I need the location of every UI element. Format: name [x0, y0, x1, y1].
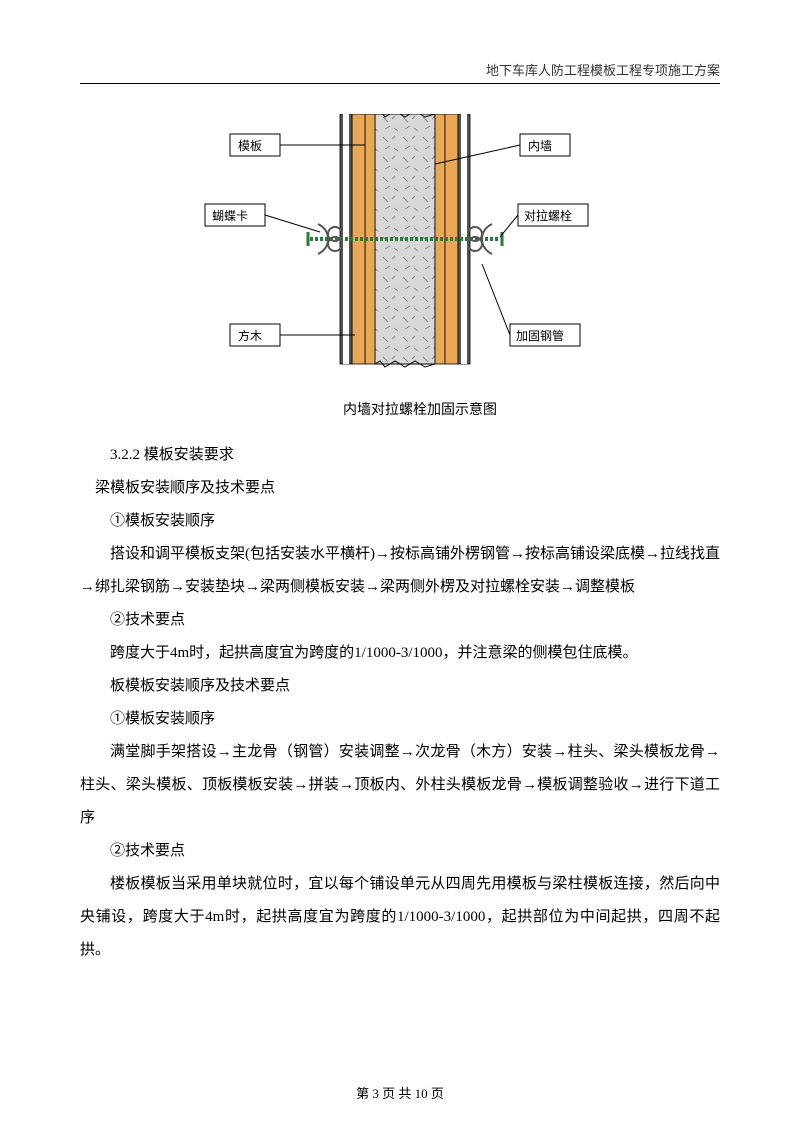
label-pipe-text: 加固钢管: [516, 328, 564, 343]
step3-title: ①模板安装顺序: [80, 703, 720, 736]
beam-title: 梁模板安装顺序及技术要点: [80, 472, 720, 505]
butterfly-clip-right: [468, 224, 492, 254]
section-number: 3.2.2 模板安装要求: [80, 439, 720, 472]
step2-title: ②技术要点: [80, 604, 720, 637]
header-title: 地下车库人防工程模板工程专项施工方案: [486, 63, 720, 78]
label-wood-text: 方木: [238, 328, 262, 343]
page-footer: 第 3 页 共 10 页: [0, 1083, 800, 1102]
slab-title: 板模板安装顺序及技术要点: [80, 670, 720, 703]
page-number: 第 3 页 共 10 页: [356, 1086, 444, 1101]
step2-text: 跨度大于4m时，起拱高度宜为跨度的1/1000-3/1000，并注意梁的侧模包住…: [80, 637, 720, 670]
label-template-text: 模板: [238, 139, 262, 153]
label-tiebolt-text: 对拉螺栓: [524, 208, 572, 223]
label-butterfly-text: 蝴蝶卡: [212, 208, 248, 223]
diagram-container: 模板 内墙 蝴蝶卡 对拉螺栓 方木 加固钢管: [80, 114, 720, 384]
step1-title: ①模板安装顺序: [80, 505, 720, 538]
square-wood-left: [352, 114, 365, 364]
content-body: 3.2.2 模板安装要求 梁模板安装顺序及技术要点 ①模板安装顺序 搭设和调平模…: [80, 439, 720, 967]
step4-title: ②技术要点: [80, 835, 720, 868]
diagram-caption: 内墙对拉螺栓加固示意图: [120, 399, 720, 419]
step4-text: 楼板模板当采用单块就位时，宜以每个铺设单元从四周先用模板与梁柱模板连接，然后向中…: [80, 868, 720, 967]
step3-text: 满堂脚手架搭设→主龙骨（钢管）安装调整→次龙骨（木方）安装→柱头、梁头模板龙骨→…: [80, 736, 720, 835]
wall-diagram: 模板 内墙 蝴蝶卡 对拉螺栓 方木 加固钢管: [200, 114, 600, 384]
step1-text: 搭设和调平模板支架(包括安装水平横杆)→按标高铺外楞钢管→按标高铺设梁底模→拉线…: [80, 538, 720, 604]
label-inner-wall-text: 内墙: [528, 139, 552, 153]
page-header: 地下车库人防工程模板工程专项施工方案: [80, 60, 720, 84]
